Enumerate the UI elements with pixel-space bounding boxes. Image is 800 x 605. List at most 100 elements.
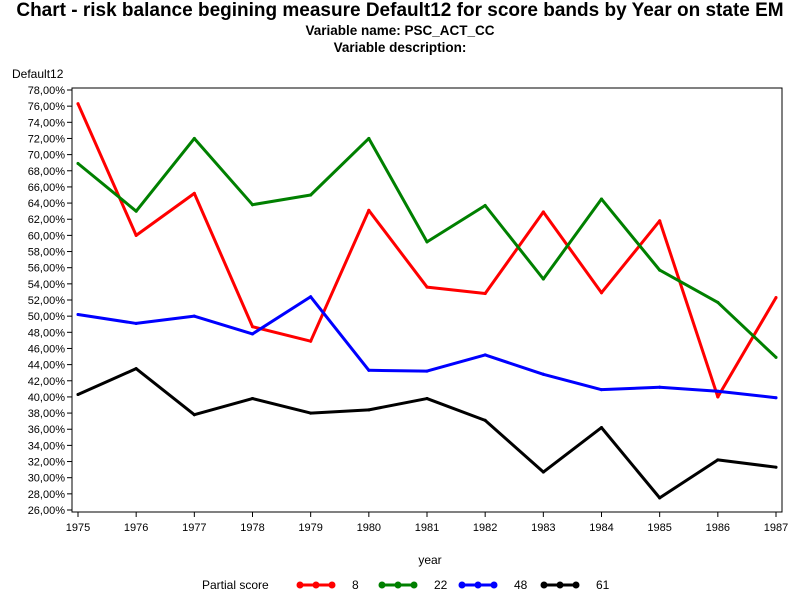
series-8-segment [483, 210, 545, 296]
legend-label: 61 [596, 578, 610, 592]
y-axis: 26,00% 28,00% 30,00% 32,00% 34,00% 36,00% 38,0… [28, 85, 72, 517]
series-48-point [251, 332, 254, 336]
series-8-segment [658, 219, 720, 399]
series-61-segment [192, 397, 254, 417]
legend-marker [410, 581, 418, 589]
series-22-point [251, 203, 254, 207]
series-22-segment [251, 193, 313, 207]
series-22-point [774, 355, 778, 359]
x-tick-label: 1981 [415, 522, 439, 534]
series-22-segment [309, 136, 371, 197]
plot-frame [71, 87, 783, 513]
series-48-point [192, 314, 196, 318]
series-61-segment [425, 397, 487, 422]
legend-marker [328, 581, 336, 589]
y-tick-label: 38,00% [28, 408, 66, 420]
series-48-point [367, 368, 371, 372]
series-8-point [658, 219, 662, 223]
series-22-point [134, 209, 138, 213]
series-8-point [716, 395, 720, 399]
series-22 [76, 136, 778, 359]
series-22-segment [716, 300, 778, 359]
series-22-segment [425, 204, 487, 244]
x-axis: 1975 1976 1977 1978 1979 1980 1981 1982 1983 1984… [66, 512, 788, 534]
y-tick-label: 76,00% [28, 101, 66, 113]
series-8 [76, 102, 778, 399]
series-layer [76, 102, 778, 500]
variable-description: Variable description: [334, 40, 467, 55]
legend-label: 48 [514, 578, 528, 592]
series-48-point [309, 295, 313, 299]
series-48-point [483, 353, 487, 357]
x-tick-label: 1979 [298, 522, 322, 534]
y-tick-label: 54,00% [28, 279, 66, 291]
series-22-point [658, 268, 662, 272]
series-22-segment [134, 136, 196, 213]
y-tick-label: 26,00% [28, 505, 66, 517]
series-61-segment [76, 367, 138, 396]
y-tick-label: 56,00% [28, 263, 66, 275]
y-tick-label: 50,00% [28, 311, 66, 323]
y-tick-label: 64,00% [28, 198, 66, 210]
series-48-point [658, 385, 662, 389]
legend-marker [556, 581, 564, 589]
series-61-point [600, 426, 603, 430]
series-8-segment [716, 296, 778, 399]
x-axis-label: year [418, 553, 441, 567]
y-tick-label: 34,00% [28, 440, 66, 452]
series-8-segment [192, 191, 254, 329]
series-8-segment [309, 208, 371, 343]
series-61-point [483, 418, 487, 422]
series-8-point [483, 292, 487, 296]
variable-name: Variable name: PSC_ACT_CC [305, 23, 494, 38]
x-tick-label: 1976 [124, 522, 148, 534]
series-8-segment [134, 191, 196, 237]
series-22-segment [541, 197, 603, 281]
series-22-point [76, 162, 80, 165]
series-61-point [425, 397, 429, 401]
legend: Partial score 8 22 48 61 [202, 578, 610, 592]
series-8-segment [600, 219, 662, 295]
series-48-point [716, 389, 720, 393]
series-61-point [367, 408, 371, 412]
legend-title: Partial score [202, 578, 269, 592]
series-48-segment [76, 313, 138, 325]
series-48-point [541, 372, 545, 376]
x-tick-label: 1975 [66, 522, 90, 534]
series-61 [76, 367, 778, 500]
x-tick-label: 1980 [357, 522, 381, 534]
series-61-segment [716, 458, 778, 469]
series-8-point [134, 233, 138, 237]
series-22-point [367, 136, 371, 140]
series-22-segment [192, 136, 254, 207]
series-22-point [192, 136, 196, 140]
x-tick-label: 1983 [531, 522, 555, 534]
series-8-point [76, 102, 80, 106]
series-48-segment [600, 385, 662, 392]
y-tick-label: 66,00% [28, 182, 66, 194]
legend-label: 22 [434, 578, 448, 592]
y-tick-label: 78,00% [28, 85, 66, 97]
x-tick-label: 1977 [182, 522, 206, 534]
series-22-point [541, 277, 545, 281]
y-tick-label: 60,00% [28, 230, 66, 242]
y-tick-label: 28,00% [28, 489, 66, 501]
series-48-point [134, 321, 138, 325]
y-tick-label: 58,00% [28, 247, 66, 259]
series-48 [76, 295, 778, 400]
series-61-point [309, 411, 313, 415]
series-48-segment [658, 385, 720, 393]
series-22-segment [658, 268, 720, 304]
series-22-segment [483, 204, 545, 281]
legend-marker [490, 581, 498, 589]
series-48-point [600, 388, 603, 392]
x-tick-label: 1978 [240, 522, 264, 534]
y-tick-label: 52,00% [28, 295, 66, 307]
series-22-point [425, 240, 429, 244]
series-61-point [541, 470, 545, 474]
x-tick-label: 1987 [764, 522, 788, 534]
series-61-segment [134, 367, 196, 417]
y-tick-label: 32,00% [28, 457, 66, 469]
